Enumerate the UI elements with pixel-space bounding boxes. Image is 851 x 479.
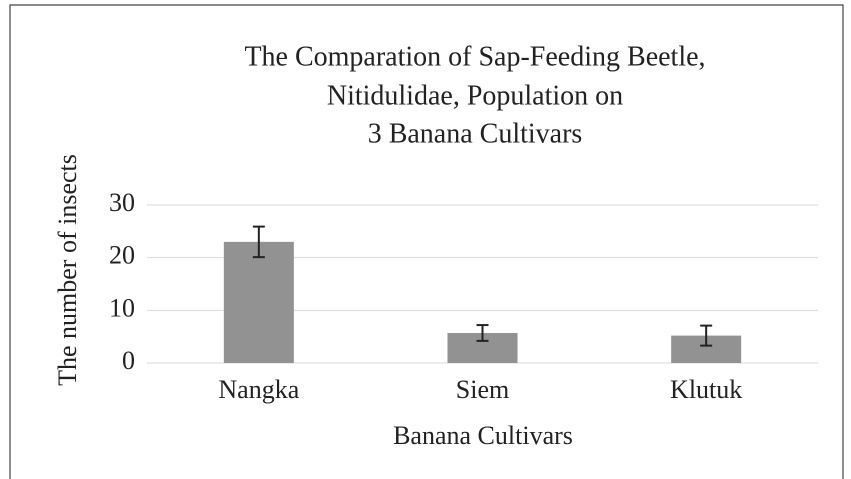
y-tick-label: 30 <box>109 188 135 217</box>
chart-title: Nitidulidae, Population on <box>327 80 623 111</box>
y-tick-label: 0 <box>122 346 135 375</box>
bar <box>223 241 294 363</box>
x-tick-label: Siem <box>456 375 509 404</box>
error-bar <box>700 324 713 347</box>
chart-title: 3 Banana Cultivars <box>368 118 583 149</box>
error-bar <box>476 324 489 342</box>
chart-title: The Comparation of Sap-Feeding Beetle, <box>244 41 705 72</box>
x-tick-label: Nangka <box>218 375 299 404</box>
x-axis-label: Banana Cultivars <box>393 421 573 450</box>
error-bar <box>252 225 265 259</box>
x-tick-label: Klutuk <box>670 375 742 404</box>
frame <box>9 4 844 479</box>
y-axis-label: The number of insects <box>53 154 82 386</box>
y-tick-label: 10 <box>109 293 135 322</box>
y-tick-label: 20 <box>109 241 135 270</box>
